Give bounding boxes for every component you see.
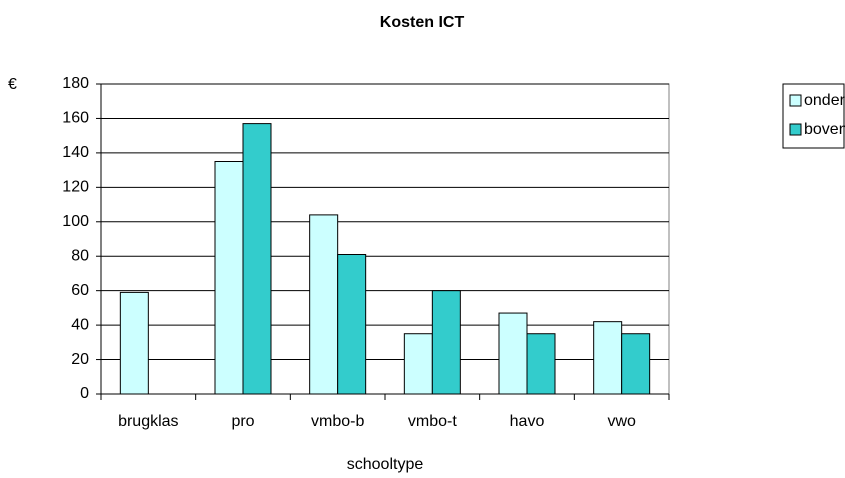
bar — [214, 161, 244, 395]
y-tick-label: 40 — [71, 316, 89, 333]
bar — [119, 291, 149, 395]
y-tick-label: 100 — [62, 213, 89, 230]
x-tick-label: vwo — [607, 413, 636, 430]
bar — [337, 254, 367, 395]
legend-swatch — [789, 94, 802, 107]
y-axis-label: € — [8, 76, 17, 93]
bar — [309, 214, 339, 395]
legend-label: bovenbouw — [804, 121, 845, 138]
y-tick-label: 0 — [80, 385, 89, 402]
x-tick-label: havo — [510, 413, 545, 430]
bar — [498, 312, 528, 395]
x-axis-label: schooltype — [347, 456, 424, 473]
bar — [403, 333, 433, 395]
x-tick-label: vmbo-b — [311, 413, 364, 430]
y-tick-label: 20 — [71, 351, 89, 368]
x-tick-label: pro — [231, 413, 254, 430]
legend-swatch — [789, 123, 802, 136]
plot-area — [100, 83, 670, 395]
x-tick-label: brugklas — [118, 413, 178, 430]
x-tick-label: vmbo-t — [408, 413, 457, 430]
y-tick-label: 180 — [62, 75, 89, 92]
legend-label: onderbouw — [804, 92, 845, 109]
bar — [621, 333, 651, 395]
chart-title: Kosten ICT — [380, 14, 465, 31]
y-tick-label: 80 — [71, 247, 89, 264]
bar — [431, 290, 461, 395]
y-tick-label: 160 — [62, 110, 89, 127]
y-tick-label: 120 — [62, 179, 89, 196]
bar — [526, 333, 556, 395]
y-tick-label: 60 — [71, 282, 89, 299]
bar — [593, 321, 623, 395]
y-tick-label: 140 — [62, 144, 89, 161]
bar — [242, 123, 272, 395]
